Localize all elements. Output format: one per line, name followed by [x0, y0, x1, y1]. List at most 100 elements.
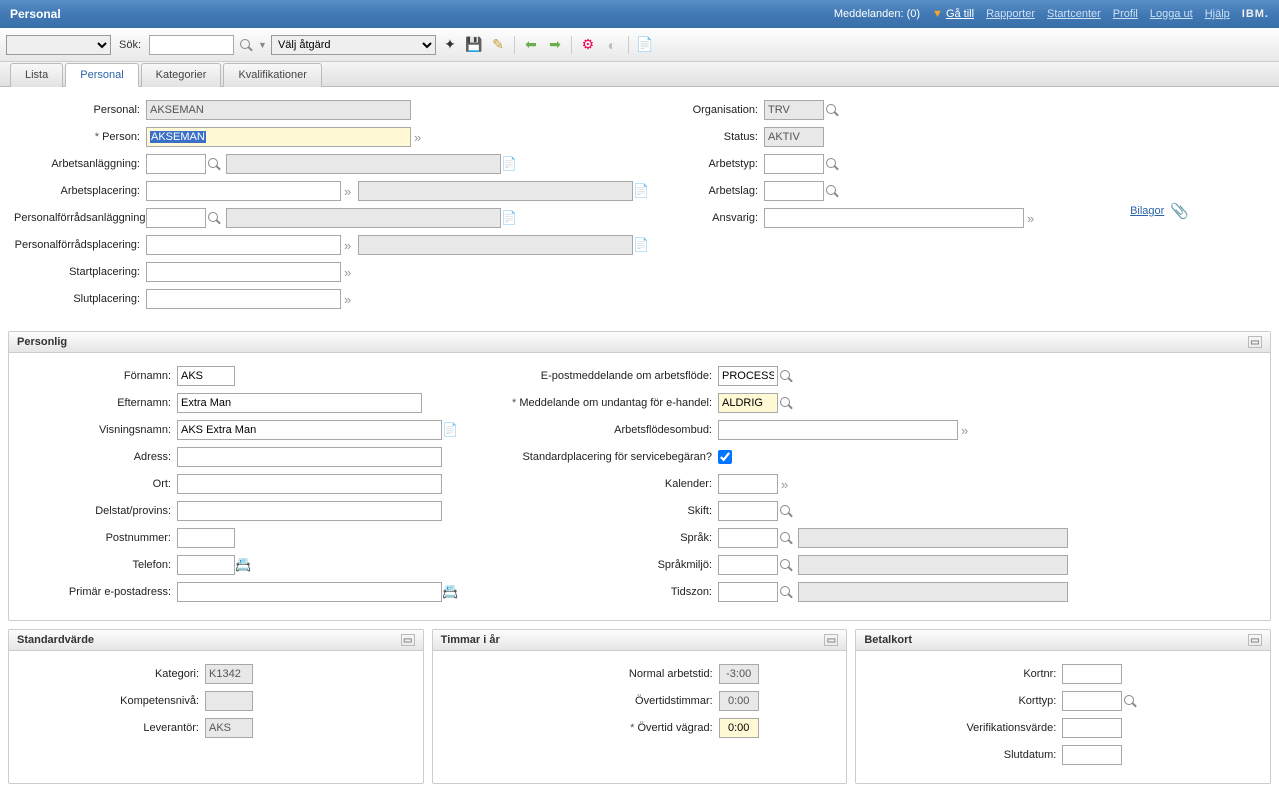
clear-icon[interactable]: ✎	[488, 35, 508, 55]
link-profil[interactable]: Profil	[1113, 8, 1138, 20]
korttyp-field[interactable]	[1062, 691, 1122, 711]
next-icon[interactable]: ➡	[545, 35, 565, 55]
arbetstyp-field[interactable]	[764, 154, 824, 174]
save-icon[interactable]: 💾	[464, 35, 484, 55]
visningsnamn-detail-icon[interactable]: 📄	[442, 422, 458, 438]
organisation-lookup-icon[interactable]	[824, 102, 840, 118]
goto-menu[interactable]: ▼ Gå till	[932, 8, 974, 20]
kortnr-field[interactable]	[1062, 664, 1122, 684]
sprak-lookup-icon[interactable]	[778, 530, 794, 546]
kalender-field[interactable]	[718, 474, 778, 494]
new-record-icon[interactable]: ✦	[440, 35, 460, 55]
skift-label: Skift:	[478, 505, 718, 517]
epostflode-lookup-icon[interactable]	[778, 368, 794, 384]
report-icon[interactable]: 📄	[635, 35, 655, 55]
section-betalkort: Betalkort▭ Kortnr: Korttyp: Verifikation…	[855, 629, 1271, 784]
quick-select[interactable]	[6, 35, 111, 55]
link-loggaut[interactable]: Logga ut	[1150, 8, 1193, 20]
search-input[interactable]	[149, 35, 234, 55]
korttyp-lookup-icon[interactable]	[1122, 693, 1138, 709]
tidszon-field[interactable]	[718, 582, 778, 602]
tidszon-lookup-icon[interactable]	[778, 584, 794, 600]
personal-field[interactable]	[146, 100, 411, 120]
undantag-field[interactable]	[718, 393, 778, 413]
arbetsplac-arrow-icon[interactable]: »	[341, 184, 354, 199]
arbetsplac-field[interactable]	[146, 181, 341, 201]
persforradsanl-lookup-icon[interactable]	[206, 210, 222, 226]
ort-field[interactable]	[177, 474, 442, 494]
fornamn-field[interactable]	[177, 366, 235, 386]
link-startcenter[interactable]: Startcenter	[1047, 8, 1101, 20]
persforradsanl-field[interactable]	[146, 208, 206, 228]
search-icon[interactable]	[238, 37, 254, 53]
startplac-arrow-icon[interactable]: »	[341, 265, 354, 280]
organisation-field[interactable]	[764, 100, 824, 120]
action-select[interactable]: Välj åtgärd	[271, 35, 436, 55]
prev-icon[interactable]: ⬅	[521, 35, 541, 55]
epost-field[interactable]	[177, 582, 442, 602]
slutplac-arrow-icon[interactable]: »	[341, 292, 354, 307]
persforradsanl-detail-icon[interactable]: 📄	[501, 210, 517, 226]
person-field[interactable]: AKSEMAN	[150, 131, 206, 143]
startplac-field[interactable]	[146, 262, 341, 282]
sprakmiljo-desc-field	[798, 555, 1068, 575]
vagrad-field[interactable]	[719, 718, 759, 738]
efternamn-field[interactable]	[177, 393, 422, 413]
telefon-detail-icon[interactable]: 📇	[235, 557, 251, 573]
slutdatum-field[interactable]	[1062, 745, 1122, 765]
workflow-icon[interactable]: ⚙	[578, 35, 598, 55]
arbetsanl-detail-icon[interactable]: 📄	[501, 156, 517, 172]
attachments-link[interactable]: Bilagor	[1130, 205, 1164, 217]
arbetsplac-detail-icon[interactable]: 📄	[633, 183, 649, 199]
stdplac-label: Standardplacering för servicebegäran?	[478, 451, 718, 463]
normal-field	[719, 664, 759, 684]
messages-indicator[interactable]: Meddelanden: (0)	[834, 8, 920, 20]
collapse-icon[interactable]: ▭	[1248, 634, 1262, 646]
separator	[571, 36, 572, 54]
collapse-icon[interactable]: ▭	[824, 634, 838, 646]
adress-field[interactable]	[177, 447, 442, 467]
epost-detail-icon[interactable]: 📇	[442, 584, 458, 600]
persforradsplac-detail-icon[interactable]: 📄	[633, 237, 649, 253]
gauge-icon[interactable]: ◐	[602, 35, 622, 55]
slutplac-field[interactable]	[146, 289, 341, 309]
telefon-field[interactable]	[177, 555, 235, 575]
tab-kategorier[interactable]: Kategorier	[141, 63, 222, 87]
link-rapporter[interactable]: Rapporter	[986, 8, 1035, 20]
tab-personal[interactable]: Personal	[65, 63, 138, 87]
collapse-icon[interactable]: ▭	[401, 634, 415, 646]
verif-label: Verifikationsvärde:	[862, 722, 1062, 734]
link-hjalp[interactable]: Hjälp	[1205, 8, 1230, 20]
tab-kvalifikationer[interactable]: Kvalifikationer	[223, 63, 321, 87]
arbetslag-lookup-icon[interactable]	[824, 183, 840, 199]
arbetsanl-field[interactable]	[146, 154, 206, 174]
kalender-arrow-icon[interactable]: »	[778, 477, 791, 492]
ansvarig-field[interactable]	[764, 208, 1024, 228]
visningsnamn-field[interactable]	[177, 420, 442, 440]
postnummer-field[interactable]	[177, 528, 235, 548]
sprakmiljo-field[interactable]	[718, 555, 778, 575]
sprakmiljo-lookup-icon[interactable]	[778, 557, 794, 573]
arbetstyp-lookup-icon[interactable]	[824, 156, 840, 172]
ansvarig-arrow-icon[interactable]: »	[1024, 211, 1037, 226]
stdplac-checkbox[interactable]	[718, 450, 732, 464]
delstat-field[interactable]	[177, 501, 442, 521]
verif-field[interactable]	[1062, 718, 1122, 738]
arbetslag-field[interactable]	[764, 181, 824, 201]
person-detail-arrow-icon[interactable]: »	[411, 130, 424, 145]
skift-lookup-icon[interactable]	[778, 503, 794, 519]
search-dropdown-icon[interactable]: ▼	[258, 40, 267, 50]
sprak-field[interactable]	[718, 528, 778, 548]
ombud-field[interactable]	[718, 420, 958, 440]
skift-field[interactable]	[718, 501, 778, 521]
collapse-icon[interactable]: ▭	[1248, 336, 1262, 348]
undantag-lookup-icon[interactable]	[778, 395, 794, 411]
epostflode-field[interactable]	[718, 366, 778, 386]
tab-lista[interactable]: Lista	[10, 63, 63, 87]
arbetsanl-lookup-icon[interactable]	[206, 156, 222, 172]
persforradsplac-field[interactable]	[146, 235, 341, 255]
attachments-icon[interactable]: 📎	[1170, 202, 1189, 220]
ombud-arrow-icon[interactable]: »	[958, 423, 971, 438]
persforradsplac-arrow-icon[interactable]: »	[341, 238, 354, 253]
slutplac-label: Slutplacering:	[14, 293, 146, 305]
